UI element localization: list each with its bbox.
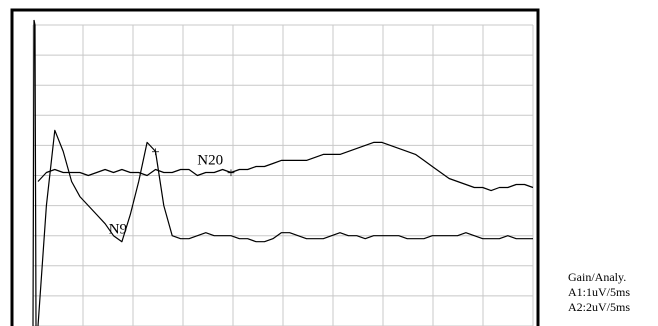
peak-label-n20: N20 (197, 152, 223, 168)
peak-label-n9: N9 (109, 222, 127, 238)
gain-heading: Gain/Analy. (568, 270, 630, 285)
plot-frame (12, 10, 538, 326)
peak-marker: + (151, 144, 159, 160)
peak-marker: + (227, 165, 235, 181)
gain-line-a1: A1:1uV/5ms (568, 285, 630, 300)
gain-line-a2: A2:2uV/5ms (568, 300, 630, 315)
gain-info-panel: Gain/Analy. A1:1uV/5ms A2:2uV/5ms (568, 270, 630, 315)
